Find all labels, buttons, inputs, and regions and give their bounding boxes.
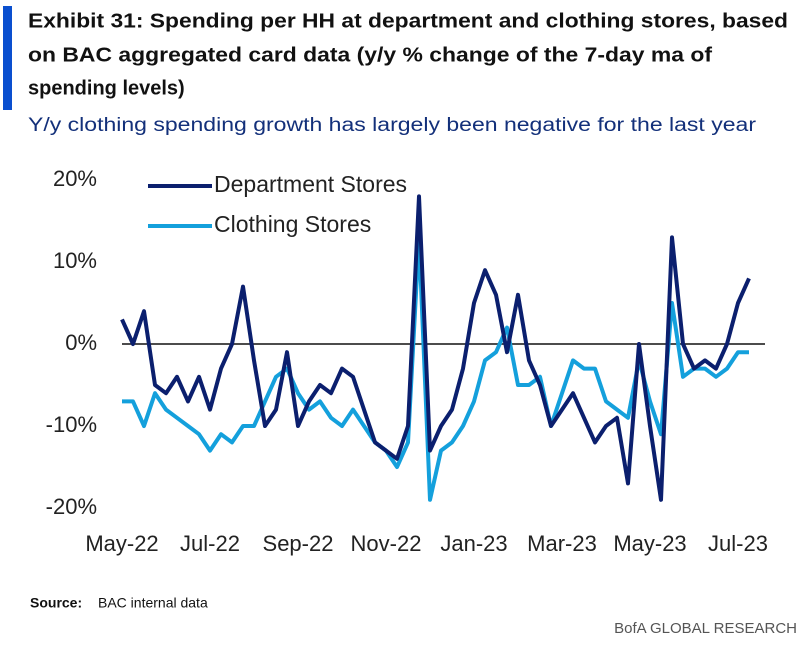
x-tick-label: Jan-23 bbox=[440, 531, 507, 556]
y-tick-label: 0% bbox=[65, 330, 97, 355]
chart-title: spending levels) bbox=[28, 77, 185, 99]
y-tick-label: -20% bbox=[46, 494, 97, 519]
x-tick-label: Sep-22 bbox=[263, 531, 334, 556]
source-label: Source: bbox=[30, 595, 82, 611]
x-tick-label: Nov-22 bbox=[351, 531, 422, 556]
footer: BofA GLOBAL RESEARCH bbox=[614, 620, 797, 637]
source: BAC internal data bbox=[98, 595, 208, 611]
y-tick-label: 20% bbox=[53, 166, 97, 191]
chart-title: Exhibit 31: Spending per HH at departmen… bbox=[28, 10, 788, 32]
chart-title: on BAC aggregated card data (y/y % chang… bbox=[28, 44, 712, 66]
y-tick-label: -10% bbox=[46, 412, 97, 437]
x-tick-label: May-23 bbox=[613, 531, 686, 556]
y-tick-label: 10% bbox=[53, 248, 97, 273]
x-tick-label: Mar-23 bbox=[527, 531, 597, 556]
x-tick-label: Jul-23 bbox=[708, 531, 768, 556]
accent-bar bbox=[3, 6, 12, 110]
legend-label: Clothing Stores bbox=[214, 211, 371, 237]
chart-subtitle: Y/y clothing spending growth has largely… bbox=[28, 115, 757, 136]
legend-label: Department Stores bbox=[214, 171, 407, 197]
series-line bbox=[120, 194, 751, 502]
x-tick-label: Jul-22 bbox=[180, 531, 240, 556]
x-tick-label: May-22 bbox=[85, 531, 158, 556]
